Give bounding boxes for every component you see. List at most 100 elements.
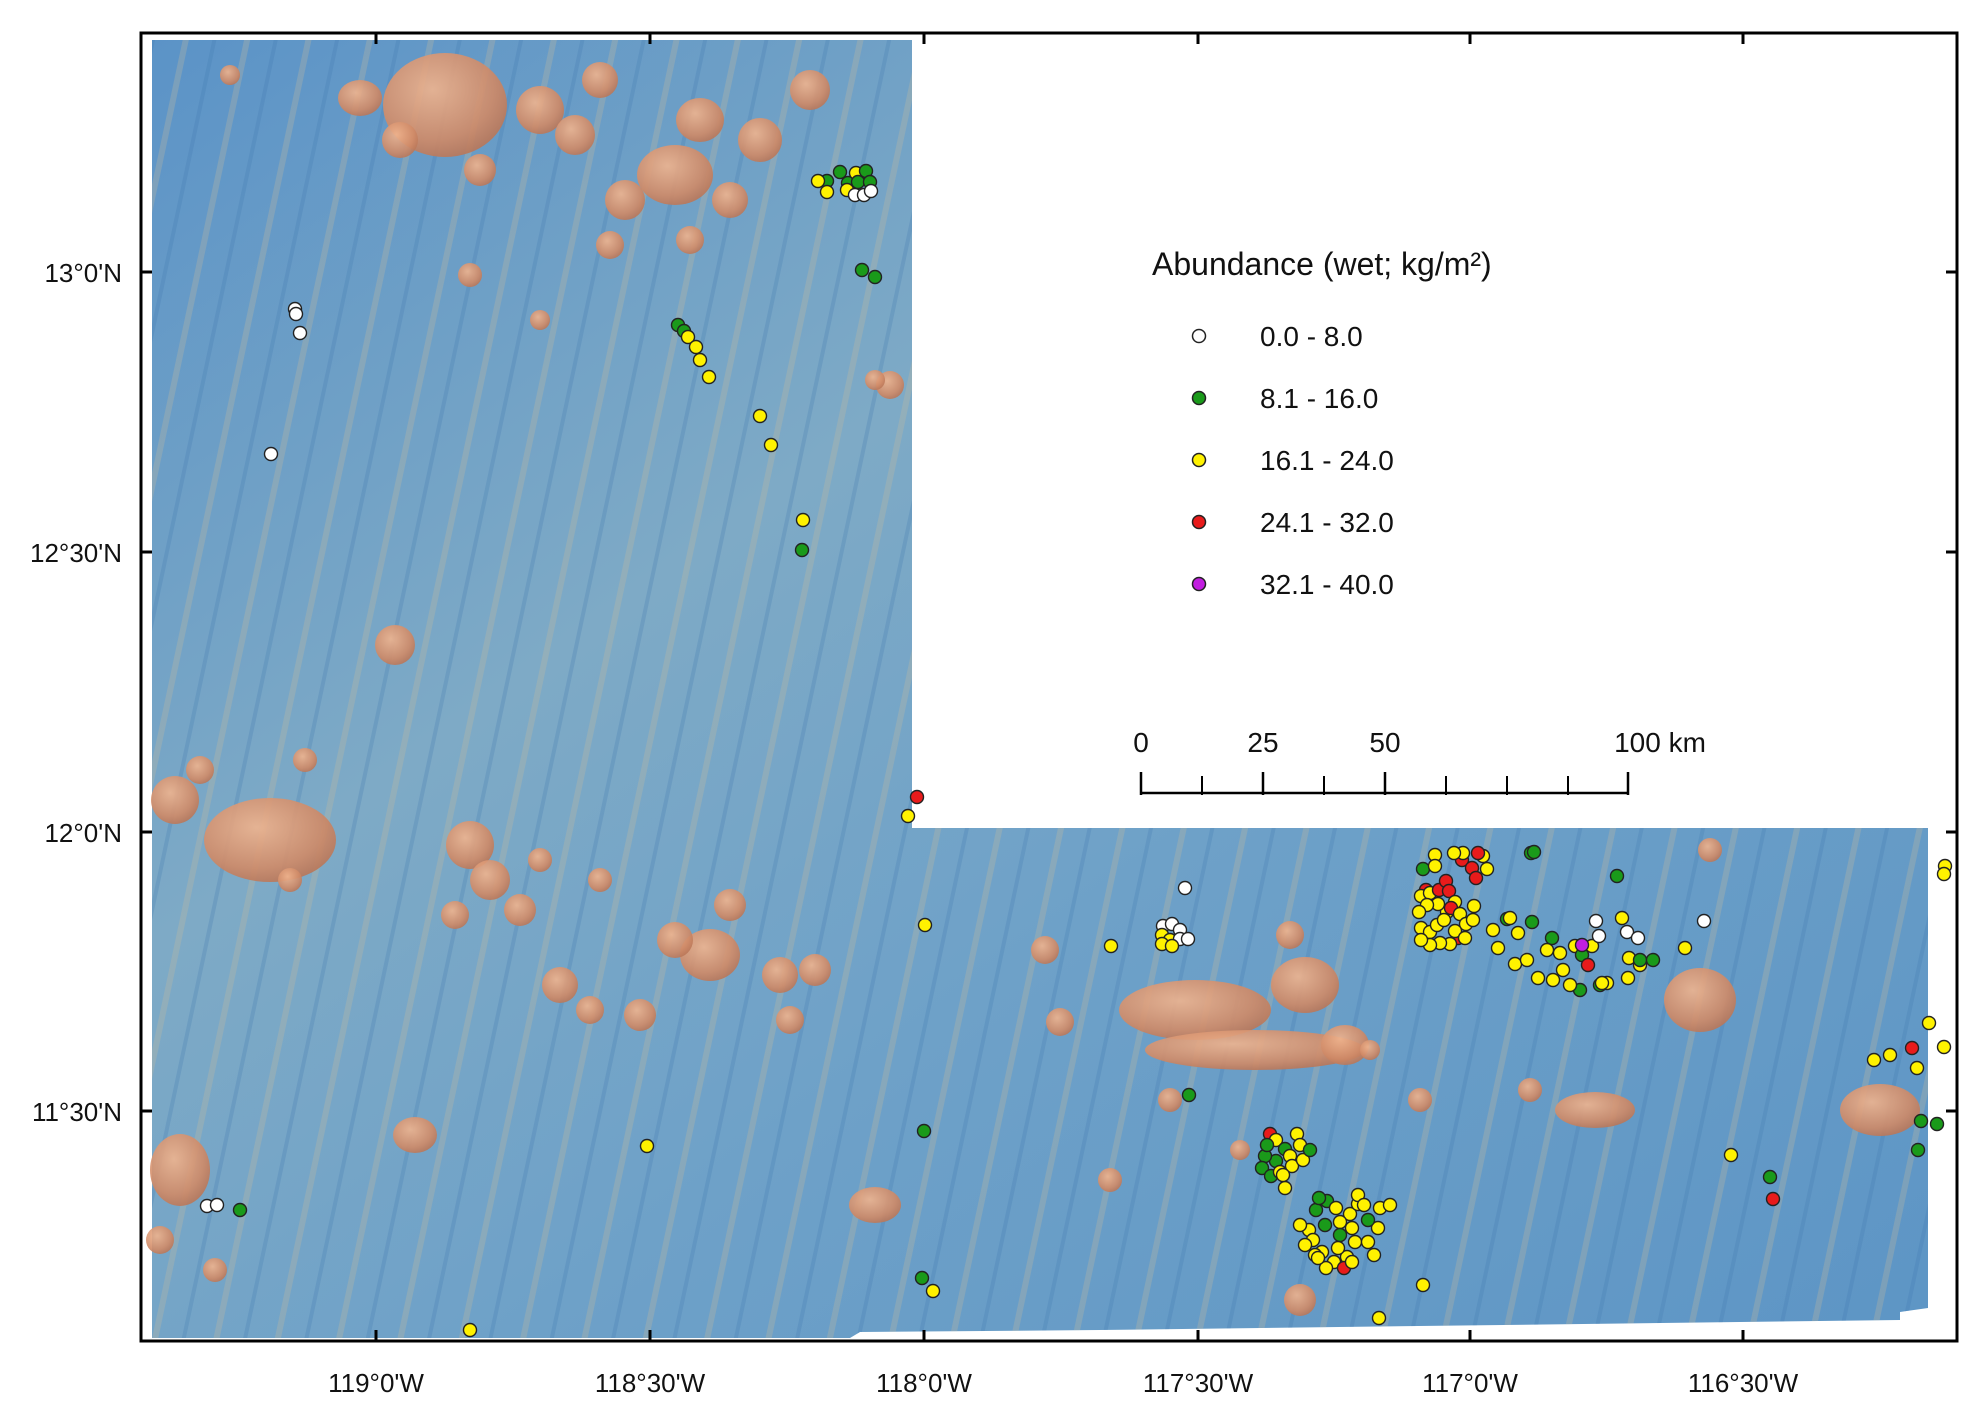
lat-label: 11°30'N: [32, 1097, 122, 1127]
sample-point: [1468, 870, 1484, 886]
sample-point: [1180, 931, 1196, 947]
sample-point: [263, 446, 279, 462]
seamount: [446, 821, 494, 869]
sample-point: [810, 173, 826, 189]
sample-point: [1762, 1169, 1778, 1185]
sample-point: [1723, 1147, 1739, 1163]
seamount: [393, 1117, 437, 1153]
sample-point: [1609, 868, 1625, 884]
seamount: [504, 894, 536, 926]
seamount: [1046, 1008, 1074, 1036]
sample-point: [1415, 1277, 1431, 1293]
seamount: [542, 967, 578, 1003]
sample-point: [1302, 1142, 1318, 1158]
sample-point: [1479, 861, 1495, 877]
sample-point: [1539, 942, 1555, 958]
sample-point: [1580, 957, 1596, 973]
sample-point: [1614, 910, 1630, 926]
seamount: [1360, 1040, 1380, 1060]
scale-label: 50: [1369, 727, 1400, 758]
seamount: [382, 122, 418, 158]
sample-point: [900, 808, 916, 824]
sample-point: [1441, 883, 1457, 899]
sample-point: [1332, 1227, 1348, 1243]
seamount: [624, 999, 656, 1031]
sample-point: [819, 184, 835, 200]
sample-point: [863, 183, 879, 199]
seamount: [1031, 936, 1059, 964]
legend-item: 0.0 - 8.0: [1191, 321, 1363, 352]
seamount: [1664, 968, 1736, 1032]
sample-point: [1181, 1087, 1197, 1103]
seamount: [712, 182, 748, 218]
sample-point: [1413, 932, 1429, 948]
sample-point: [1524, 914, 1540, 930]
seamount: [555, 115, 595, 155]
seamount: [1230, 1140, 1250, 1160]
seamount: [680, 929, 740, 981]
sample-point: [1545, 972, 1561, 988]
sample-point: [1765, 1191, 1781, 1207]
seamount: [1145, 1030, 1365, 1070]
sample-point: [1344, 1220, 1360, 1236]
legend-title: Abundance (wet; kg/m²): [1152, 246, 1492, 282]
seamount: [203, 1258, 227, 1282]
seamount: [528, 848, 552, 872]
legend-label: 0.0 - 8.0: [1260, 321, 1363, 352]
sample-point: [1502, 910, 1518, 926]
seamount: [657, 922, 693, 958]
legend-label: 8.1 - 16.0: [1260, 383, 1378, 414]
seamount: [1284, 1284, 1316, 1316]
seamount: [278, 868, 302, 892]
sample-point: [1347, 1234, 1363, 1250]
legend-item: 32.1 - 40.0: [1191, 569, 1394, 600]
sample-point: [1490, 940, 1506, 956]
seamount: [530, 310, 550, 330]
sample-point: [1470, 845, 1486, 861]
sample-point: [1619, 924, 1635, 940]
sample-point: [1259, 1137, 1275, 1153]
sample-point: [1427, 858, 1443, 874]
seamount: [605, 180, 645, 220]
sample-point: [1360, 1234, 1376, 1250]
legend-item: 24.1 - 32.0: [1191, 507, 1394, 538]
sample-point: [1630, 930, 1646, 946]
lon-label: 118°30'W: [595, 1368, 706, 1398]
seamount: [676, 98, 724, 142]
seamount: [790, 70, 830, 110]
scale-label: 0: [1133, 727, 1149, 758]
sample-point: [639, 1138, 655, 1154]
seamount: [441, 901, 469, 929]
sample-point: [1526, 844, 1542, 860]
sample-point: [1382, 1197, 1398, 1213]
seamount: [1098, 1168, 1122, 1192]
seamount: [1698, 838, 1722, 862]
lon-label: 117°0'W: [1422, 1368, 1518, 1398]
sample-point: [1447, 923, 1463, 939]
legend-label: 16.1 - 24.0: [1260, 445, 1394, 476]
sample-point: [1292, 1217, 1308, 1233]
sample-point: [1342, 1206, 1358, 1222]
latitude-labels: 13°0'N 12°30'N 12°0'N 11°30'N: [30, 258, 122, 1127]
seamount: [204, 798, 336, 882]
sample-point: [1356, 1197, 1372, 1213]
seamount: [186, 756, 214, 784]
lat-label: 13°0'N: [44, 258, 122, 288]
lon-label: 119°0'W: [328, 1368, 424, 1398]
sample-point: [1530, 970, 1546, 986]
sample-point: [832, 164, 848, 180]
sample-point: [1318, 1260, 1334, 1276]
sample-point: [1328, 1200, 1344, 1216]
sample-point: [1308, 1202, 1324, 1218]
sample-point: [1360, 1212, 1376, 1228]
legend-label: 32.1 - 40.0: [1260, 569, 1394, 600]
seamount: [146, 1226, 174, 1254]
sample-point: [914, 1270, 930, 1286]
axis-ticks: [141, 33, 1957, 1341]
sample-point: [1415, 861, 1431, 877]
seamount: [714, 889, 746, 921]
legend-swatch: [1191, 514, 1207, 530]
seamount: [596, 231, 624, 259]
sample-point: [909, 789, 925, 805]
